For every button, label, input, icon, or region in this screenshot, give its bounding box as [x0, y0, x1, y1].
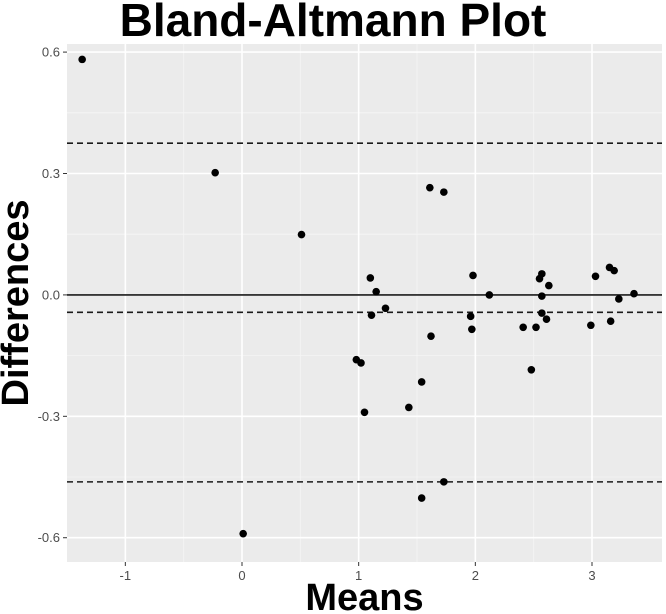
data-point: [538, 270, 546, 278]
data-point: [239, 529, 247, 538]
data-point: [381, 304, 390, 313]
reference-lines: [67, 142, 662, 483]
data-point: [440, 188, 448, 196]
x-tick-label: 1: [355, 568, 362, 583]
data-point: [591, 272, 600, 281]
data-point: [366, 274, 375, 282]
y-tick-label: -0.6: [38, 530, 60, 545]
data-point: [532, 323, 540, 332]
y-axis-title: Differences: [0, 200, 37, 407]
data-point: [542, 315, 551, 323]
data-point: [587, 321, 595, 330]
x-tick-label: 0: [238, 568, 245, 583]
data-point: [367, 311, 376, 319]
data-point: [519, 323, 527, 332]
x-tick-label: -1: [120, 568, 132, 583]
data-point: [485, 291, 494, 299]
y-tick-label: -0.3: [38, 409, 60, 424]
data-point: [527, 365, 536, 374]
y-tick-label: 0.6: [42, 45, 60, 60]
data-point: [606, 317, 615, 326]
data-point: [538, 309, 546, 317]
data-point: [469, 271, 477, 280]
data-point: [545, 281, 553, 290]
data-point: [417, 378, 426, 386]
data-point: [610, 266, 618, 275]
data-point: [211, 168, 219, 177]
gridlines: [67, 44, 662, 562]
data-point: [297, 230, 306, 239]
x-axis-title: Means: [305, 577, 423, 614]
y-tick-label: 0.0: [42, 287, 60, 302]
y-tick-label: 0.3: [42, 166, 60, 181]
data-point: [538, 292, 546, 300]
data-point: [357, 359, 365, 367]
data-points: [78, 55, 638, 538]
data-point: [468, 325, 476, 334]
x-tick-label: 2: [472, 568, 479, 583]
data-point: [615, 295, 623, 303]
data-point: [372, 287, 380, 296]
data-point: [405, 403, 413, 412]
data-point: [630, 289, 638, 298]
data-point: [360, 408, 369, 417]
plot-panel: [67, 44, 662, 562]
data-point: [78, 55, 86, 64]
chart-title: Bland-Altmann Plot: [119, 0, 547, 46]
x-tick-label: 3: [588, 568, 595, 583]
data-point: [466, 312, 475, 321]
data-point: [440, 478, 448, 486]
data-point: [417, 494, 426, 502]
data-point: [427, 332, 435, 340]
axis-ticks: -1 0 1 2 3 0.6 0.3 0.0 -0.3 -0.6: [38, 45, 596, 583]
data-point: [426, 183, 434, 192]
